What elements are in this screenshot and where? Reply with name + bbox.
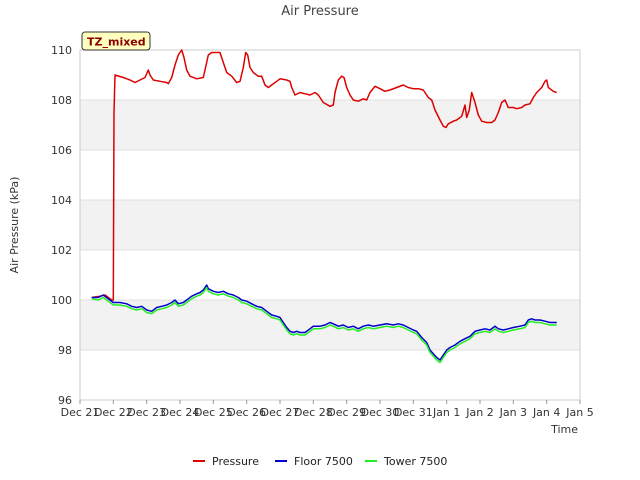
tz-annotation: TZ_mixed (81, 31, 151, 51)
y-tick-label: 102 (51, 244, 72, 257)
x-tick-label: Jan 2 (465, 406, 493, 419)
x-tick-label: Jan 3 (499, 406, 527, 419)
legend-label: Tower 7500 (383, 455, 447, 468)
grid-band (80, 200, 580, 250)
x-tick-label: Dec 22 (94, 406, 133, 419)
y-axis-label: Air Pressure (kPa) (8, 177, 21, 274)
x-axis-label: Time (550, 423, 578, 436)
series-line-pressure (91, 49, 557, 301)
series-line-floor-7500 (91, 284, 557, 361)
x-tick-label: Jan 1 (432, 406, 460, 419)
x-tick-label: Jan 5 (565, 406, 593, 419)
x-tick-label: Dec 29 (327, 406, 366, 419)
chart-title: Air Pressure (281, 4, 359, 19)
x-tick-label: Dec 21 (61, 406, 100, 419)
grid-band (80, 150, 580, 200)
y-tick-label: 98 (58, 344, 72, 357)
tz-annotation-text: TZ_mixed (87, 36, 146, 49)
background-bands (80, 50, 580, 400)
x-tick-label: Dec 26 (227, 406, 266, 419)
x-tick-label: Dec 28 (294, 406, 333, 419)
x-tick-label: Dec 31 (394, 406, 433, 419)
y-tick-label: 100 (51, 294, 72, 307)
y-tick-label: 104 (51, 194, 72, 207)
x-tick-label: Dec 27 (261, 406, 300, 419)
x-tick-label: Dec 30 (361, 406, 400, 419)
legend-label: Pressure (212, 455, 259, 468)
grid-band (80, 100, 580, 150)
x-tick-label: Dec 23 (127, 406, 166, 419)
x-tick-label: Dec 24 (161, 406, 200, 419)
legend-label: Floor 7500 (294, 455, 353, 468)
grid-band (80, 50, 580, 100)
y-tick-label: 96 (58, 394, 72, 407)
series-line-tower-7500 (91, 286, 557, 364)
grid-band (80, 350, 580, 400)
y-tick-label: 106 (51, 144, 72, 157)
grid-band (80, 250, 580, 300)
y-tick-label: 110 (51, 44, 72, 57)
x-tick-label: Dec 25 (194, 406, 233, 419)
legend: Pressure Floor 7500 Tower 7500 (193, 455, 447, 468)
y-tick-label: 108 (51, 94, 72, 107)
tz-annotation-box (81, 31, 151, 51)
series-layer (91, 49, 557, 364)
plot-frame (79, 49, 581, 401)
y-axis-ticks: 96 98 100 102 104 106 108 110 (51, 44, 72, 407)
x-tick-label: Jan 4 (532, 406, 560, 419)
